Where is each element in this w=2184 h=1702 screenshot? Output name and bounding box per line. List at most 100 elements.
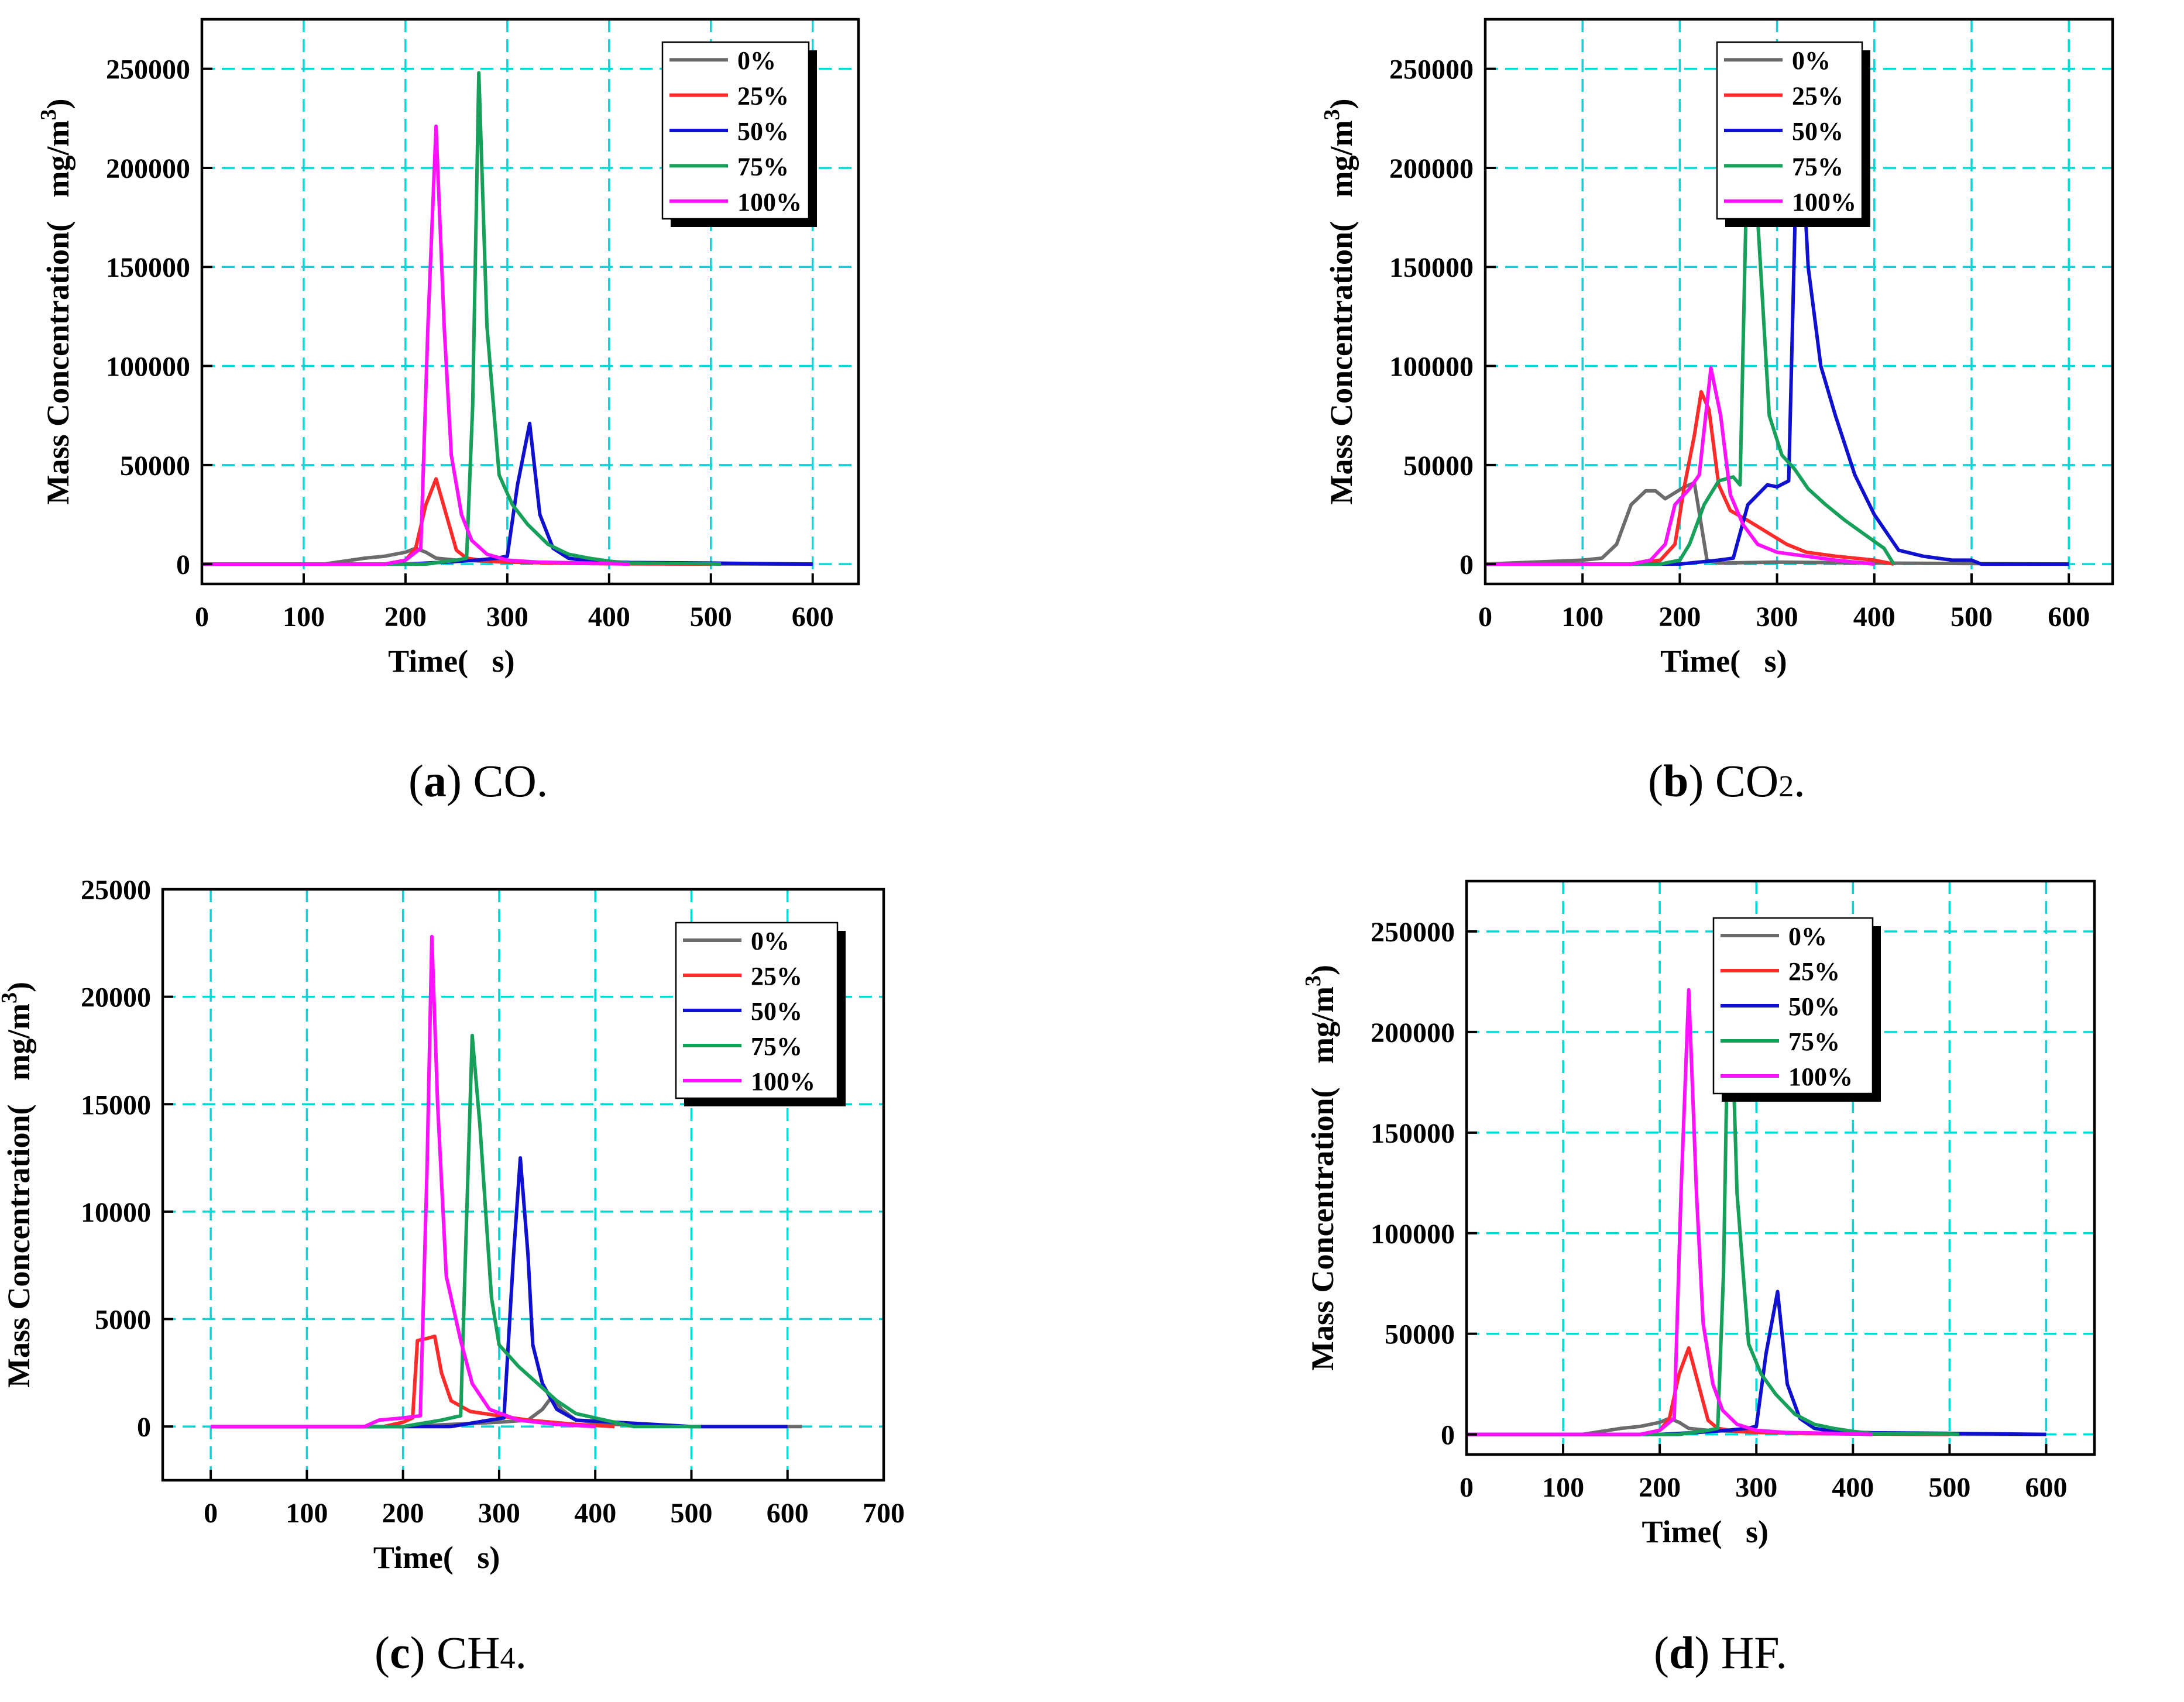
- y-axis: 0 50000 100000 150000 200000 250000: [1389, 54, 1496, 580]
- y-axis-title-sup: 3: [1320, 109, 1344, 121]
- x-tick-label: 700: [863, 1498, 905, 1529]
- plot-frame: [200, 18, 860, 586]
- y-tick-label: 200000: [1371, 1017, 1455, 1048]
- y-tick-label: 15000: [81, 1089, 151, 1120]
- legend-label-100pct: 100%: [737, 188, 802, 216]
- legend-label-0pct: 0%: [1792, 46, 1831, 75]
- y-axis: 0 50000 100000 150000 200000 250000: [1371, 917, 1477, 1451]
- y-tick-label: 100000: [1371, 1219, 1455, 1250]
- series-line-100pct: [211, 934, 596, 1429]
- chart-b: 0 100 200 300 400 500 600 0 50000 100000 150000 200…: [1320, 18, 2114, 679]
- plot-frame: [1484, 18, 2114, 586]
- series-line-100pct: [1467, 988, 1873, 1436]
- plot-frame: [1465, 879, 2096, 1456]
- y-tick-label: 100000: [106, 352, 190, 383]
- x-tick-label: 300: [1735, 1472, 1777, 1503]
- caption-b: (b) CO2.: [1648, 755, 1805, 806]
- series-line-25pct: [211, 1334, 615, 1429]
- x-tick-label: 400: [574, 1498, 616, 1529]
- x-tick-label: 400: [588, 601, 630, 632]
- legend: 0% 25% 50% 75% 100%: [675, 922, 846, 1106]
- y-axis-title: Mass Concentration( mg/m3): [1301, 965, 1340, 1371]
- series-line-25pct: [1485, 390, 1894, 566]
- x-tick-label: 500: [690, 601, 732, 632]
- y-tick-label: 20000: [81, 982, 151, 1013]
- x-tick-label: 600: [2048, 601, 2090, 632]
- legend-label-100pct: 100%: [1792, 188, 1856, 216]
- x-tick-label: 300: [1756, 601, 1798, 632]
- series-group: [211, 934, 802, 1429]
- legend-label-50pct: 50%: [1788, 992, 1840, 1021]
- series-line-100pct: [202, 124, 630, 566]
- legend-label-75pct: 75%: [737, 152, 789, 181]
- x-tick-label: 400: [1832, 1472, 1874, 1503]
- x-tick-label: 400: [1853, 601, 1895, 632]
- y-tick-label: 250000: [106, 54, 190, 85]
- legend-label-100pct: 100%: [1788, 1063, 1853, 1091]
- y-axis-title-main: Mass Concentration( mg/m: [1305, 986, 1340, 1371]
- y-tick-label: 150000: [106, 252, 190, 283]
- x-axis-title: Time( s): [1642, 1514, 1768, 1549]
- grid-lines: [1467, 881, 2094, 1455]
- y-axis-title-end: ): [1305, 965, 1340, 975]
- y-tick-label: 150000: [1389, 252, 1474, 283]
- x-tick-label: 100: [1542, 1472, 1584, 1503]
- y-tick-label: 0: [176, 549, 190, 580]
- x-axis: 0 100 200 300 400 500 600: [1460, 1444, 2067, 1503]
- x-axis-title: Time( s): [1660, 644, 1787, 679]
- y-tick-label: 50000: [1403, 451, 1474, 482]
- legend: 0% 25% 50% 75% 100%: [1716, 41, 1870, 227]
- x-tick-label: 600: [767, 1498, 809, 1529]
- x-axis-title: Time( s): [373, 1540, 500, 1575]
- legend-label-25pct: 25%: [1788, 957, 1840, 986]
- legend-label-75pct: 75%: [751, 1032, 802, 1061]
- x-axis: 0 100 200 300 400 500 600 700: [204, 1470, 905, 1529]
- x-tick-label: 100: [286, 1498, 328, 1529]
- y-axis-title-end: ): [1324, 99, 1359, 109]
- legend-label-25pct: 25%: [1792, 82, 1843, 111]
- y-axis-title-sup: 3: [36, 109, 61, 121]
- legend-label-0pct: 0%: [737, 46, 776, 75]
- x-tick-label: 100: [1561, 601, 1603, 632]
- y-tick-label: 50000: [120, 451, 190, 482]
- x-tick-label: 100: [283, 601, 325, 632]
- plot-frame: [161, 888, 885, 1482]
- series-line-100pct: [1485, 366, 1875, 566]
- x-tick-label: 600: [792, 601, 834, 632]
- y-tick-label: 5000: [95, 1305, 151, 1336]
- series-line-50pct: [1485, 79, 2069, 566]
- y-tick-label: 150000: [1371, 1118, 1455, 1149]
- series-group: [202, 71, 813, 566]
- y-tick-label: 10000: [81, 1197, 151, 1228]
- legend-label-25pct: 25%: [751, 962, 802, 991]
- x-tick-label: 500: [1928, 1472, 1970, 1503]
- chart-a: 0 100 200 300 400 500 600 0 50000 100000 150000 200…: [36, 18, 860, 679]
- y-axis-title-sup: 3: [0, 992, 22, 1003]
- y-tick-label: 0: [1441, 1420, 1455, 1451]
- x-tick-label: 200: [382, 1498, 424, 1529]
- y-tick-label: 200000: [106, 153, 190, 184]
- x-tick-label: 300: [486, 601, 528, 632]
- caption-d: (d) HF.: [1654, 1627, 1787, 1678]
- legend-label-50pct: 50%: [737, 117, 789, 146]
- caption-a: (a) CO.: [408, 755, 548, 806]
- y-tick-label: 25000: [81, 875, 151, 906]
- legend-label-75pct: 75%: [1788, 1027, 1840, 1056]
- y-tick-label: 100000: [1389, 352, 1474, 383]
- x-axis-title: Time( s): [388, 644, 514, 679]
- y-tick-label: 250000: [1389, 54, 1474, 85]
- legend: 0% 25% 50% 75% 100%: [1712, 917, 1881, 1102]
- y-axis: 0 5000 10000 15000 20000 25000: [81, 875, 173, 1443]
- y-tick-label: 250000: [1371, 917, 1455, 948]
- series-line-75pct: [211, 1033, 701, 1429]
- series-line-75pct: [202, 71, 722, 566]
- y-axis-title-main: Mass Concentration( mg/m: [1324, 121, 1359, 505]
- legend-label-0pct: 0%: [1788, 922, 1827, 951]
- y-tick-label: 200000: [1389, 153, 1474, 184]
- x-tick-label: 500: [1951, 601, 1993, 632]
- series-group: [1467, 933, 2046, 1436]
- legend-label-75pct: 75%: [1792, 152, 1843, 181]
- legend-label-50pct: 50%: [751, 997, 802, 1026]
- y-axis-title-main: Mass Concentration( mg/m: [1, 1003, 36, 1388]
- x-axis: 0 100 200 300 400 500 600: [1478, 573, 2090, 632]
